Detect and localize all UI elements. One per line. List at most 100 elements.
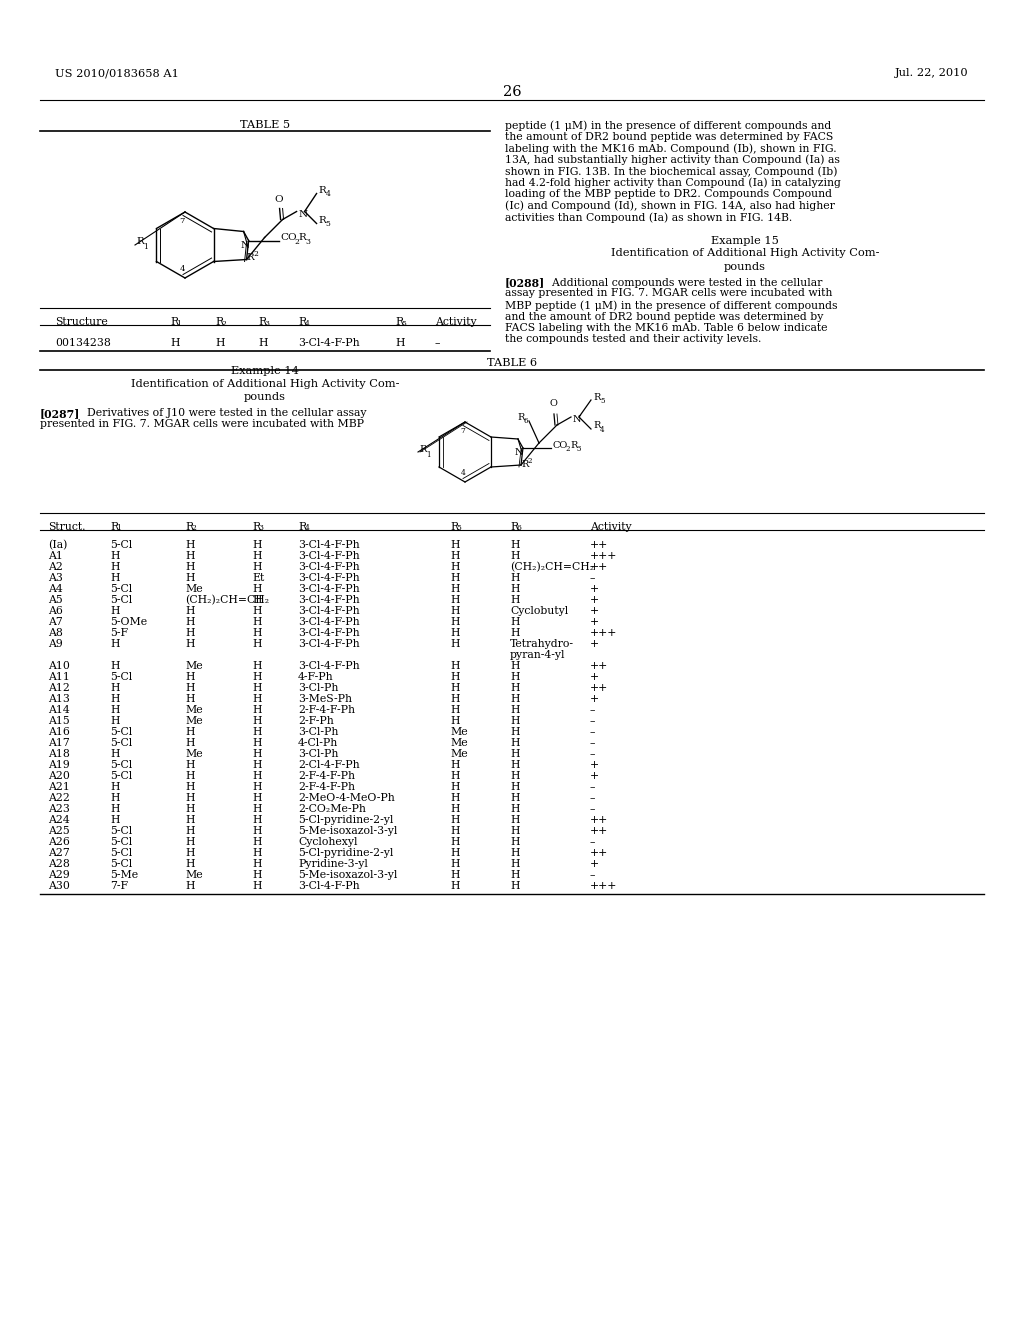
Text: 2-MeO-4-MeO-Ph: 2-MeO-4-MeO-Ph (298, 793, 394, 803)
Text: A26: A26 (48, 837, 70, 847)
Text: Cyclobutyl: Cyclobutyl (510, 606, 568, 616)
Text: H: H (510, 760, 519, 770)
Text: H: H (215, 338, 224, 348)
Text: 13A, had substantially higher activity than Compound (Ia) as: 13A, had substantially higher activity t… (505, 154, 840, 165)
Text: H: H (252, 540, 261, 550)
Text: [0288]: [0288] (505, 277, 545, 289)
Text: R: R (110, 521, 118, 532)
Text: H: H (110, 694, 120, 704)
Text: H: H (450, 562, 460, 572)
Text: Me: Me (450, 748, 468, 759)
Text: H: H (252, 826, 261, 836)
Text: [0287]: [0287] (40, 408, 80, 418)
Text: 3-Cl-4-F-Ph: 3-Cl-4-F-Ph (298, 628, 359, 638)
Text: H: H (110, 748, 120, 759)
Text: H: H (510, 814, 519, 825)
Text: R: R (510, 521, 518, 532)
Text: H: H (252, 847, 261, 858)
Text: H: H (510, 859, 519, 869)
Text: A19: A19 (48, 760, 70, 770)
Text: H: H (510, 826, 519, 836)
Text: H: H (510, 715, 519, 726)
Text: H: H (185, 573, 195, 583)
Text: Example 15: Example 15 (711, 235, 779, 246)
Text: CO: CO (553, 441, 568, 450)
Text: N: N (515, 447, 523, 457)
Text: H: H (252, 672, 261, 682)
Text: 3-Cl-4-F-Ph: 3-Cl-4-F-Ph (298, 573, 359, 583)
Text: –: – (590, 573, 596, 583)
Text: –: – (590, 804, 596, 814)
Text: Identification of Additional High Activity Com-: Identification of Additional High Activi… (610, 248, 880, 259)
Text: H: H (450, 715, 460, 726)
Text: (CH₂)₂CH=CH₂: (CH₂)₂CH=CH₂ (185, 595, 269, 606)
Text: R: R (298, 521, 306, 532)
Text: H: H (185, 628, 195, 638)
Text: presented in FIG. 7. MGAR cells were incubated with MBP: presented in FIG. 7. MGAR cells were inc… (40, 418, 364, 429)
Text: Structure: Structure (55, 317, 108, 327)
Text: H: H (450, 771, 460, 781)
Text: H: H (252, 694, 261, 704)
Text: 5-Cl: 5-Cl (110, 847, 132, 858)
Text: H: H (450, 628, 460, 638)
Text: A6: A6 (48, 606, 62, 616)
Text: H: H (252, 837, 261, 847)
Text: 3-Cl-4-F-Ph: 3-Cl-4-F-Ph (298, 562, 359, 572)
Text: (CH₂)₂CH=CH₂: (CH₂)₂CH=CH₂ (510, 562, 594, 573)
Text: H: H (510, 583, 519, 594)
Text: H: H (185, 550, 195, 561)
Text: 5-Me: 5-Me (110, 870, 138, 880)
Text: 5: 5 (401, 319, 407, 327)
Text: N: N (299, 210, 307, 219)
Text: H: H (110, 814, 120, 825)
Text: R: R (318, 216, 327, 224)
Text: R: R (185, 521, 194, 532)
Text: Pyridine-3-yl: Pyridine-3-yl (298, 859, 368, 869)
Text: 5-Cl: 5-Cl (110, 727, 132, 737)
Text: A1: A1 (48, 550, 62, 561)
Text: Cyclohexyl: Cyclohexyl (298, 837, 357, 847)
Text: R: R (136, 238, 143, 247)
Text: A5: A5 (48, 595, 62, 605)
Text: 2: 2 (191, 524, 197, 532)
Text: A15: A15 (48, 715, 70, 726)
Text: (Ia): (Ia) (48, 540, 68, 550)
Text: O: O (549, 400, 557, 408)
Text: H: H (185, 859, 195, 869)
Text: 3-Cl-4-F-Ph: 3-Cl-4-F-Ph (298, 606, 359, 616)
Text: –: – (590, 748, 596, 759)
Text: H: H (450, 616, 460, 627)
Text: H: H (185, 760, 195, 770)
Text: H: H (510, 705, 519, 715)
Text: H: H (110, 682, 120, 693)
Text: 3-Cl-Ph: 3-Cl-Ph (298, 727, 338, 737)
Text: 5-Cl: 5-Cl (110, 760, 132, 770)
Text: 7: 7 (179, 216, 184, 224)
Text: 3-Cl-4-F-Ph: 3-Cl-4-F-Ph (298, 550, 359, 561)
Text: ++: ++ (590, 540, 608, 550)
Text: H: H (170, 338, 179, 348)
Text: H: H (510, 616, 519, 627)
Text: H: H (510, 727, 519, 737)
Text: MBP peptide (1 μM) in the presence of different compounds: MBP peptide (1 μM) in the presence of di… (505, 300, 838, 310)
Text: H: H (450, 573, 460, 583)
Text: Identification of Additional High Activity Com-: Identification of Additional High Activi… (131, 379, 399, 389)
Text: H: H (450, 814, 460, 825)
Text: 3-MeS-Ph: 3-MeS-Ph (298, 694, 352, 704)
Text: –: – (435, 338, 440, 348)
Text: H: H (510, 672, 519, 682)
Text: H: H (450, 661, 460, 671)
Text: H: H (510, 781, 519, 792)
Text: Et: Et (252, 573, 264, 583)
Text: 3-Cl-4-F-Ph: 3-Cl-4-F-Ph (298, 540, 359, 550)
Text: H: H (510, 793, 519, 803)
Text: H: H (450, 793, 460, 803)
Text: H: H (450, 606, 460, 616)
Text: H: H (185, 694, 195, 704)
Text: A27: A27 (48, 847, 70, 858)
Text: 3: 3 (577, 445, 582, 453)
Text: TABLE 5: TABLE 5 (240, 120, 290, 129)
Text: H: H (510, 628, 519, 638)
Text: 5: 5 (326, 220, 331, 228)
Text: H: H (110, 562, 120, 572)
